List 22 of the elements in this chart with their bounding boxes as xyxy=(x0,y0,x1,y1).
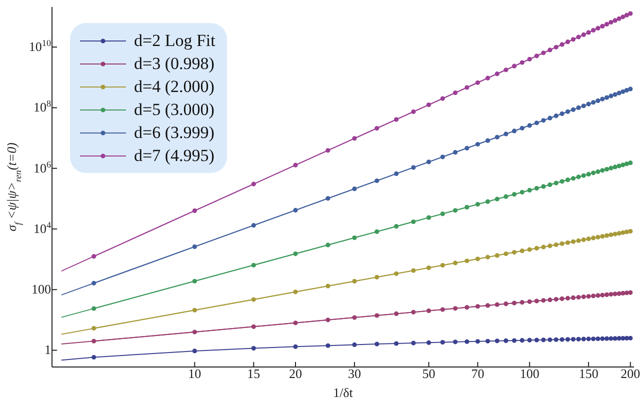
legend-label: d=2 Log Fit xyxy=(134,30,216,50)
x-tick-label: 30 xyxy=(348,366,361,381)
x-tick-label: 200 xyxy=(620,366,640,381)
y-tick-label: 100 xyxy=(32,282,51,297)
legend-label: d=4 (2.000) xyxy=(134,76,214,96)
legend-label: d=6 (3.999) xyxy=(134,122,214,142)
x-axis-title: 1/δt xyxy=(333,385,354,400)
y-tick-label: 10$^{10}$ xyxy=(28,38,52,54)
legend-label: d=3 (0.998) xyxy=(134,54,214,74)
y-tick-label: 10$^{4}$ xyxy=(33,220,52,236)
x-tick-label: 100 xyxy=(520,366,540,381)
y-tick-label: 10$^{6}$ xyxy=(33,159,52,176)
x-tick-label: 70 xyxy=(471,366,484,381)
x-tick-label: 150 xyxy=(578,366,598,381)
y-tick-label: 10$^{8}$ xyxy=(33,98,52,115)
x-tick-label: 10 xyxy=(188,366,202,381)
x-tick-label: 15 xyxy=(247,366,260,381)
y-tick-label: 1 xyxy=(44,342,51,358)
x-tick-label: 50 xyxy=(422,366,436,381)
x-tick-label: 20 xyxy=(288,366,302,381)
legend-label: d=5 (3.000) xyxy=(134,100,214,120)
legend-label: d=7 (4.995) xyxy=(134,146,214,166)
